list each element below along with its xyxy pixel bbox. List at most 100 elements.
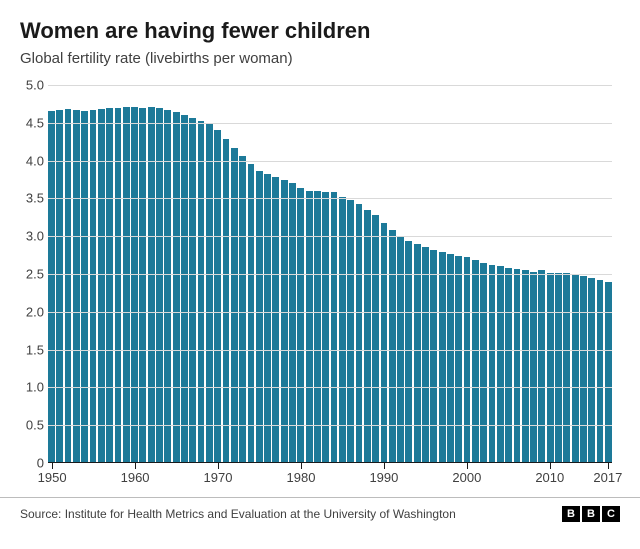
x-tick-mark — [135, 463, 136, 469]
bbc-logo-letter: C — [602, 506, 620, 522]
bar — [56, 110, 63, 463]
bar — [272, 177, 279, 463]
x-tick-label: 2000 — [452, 470, 481, 485]
source-text: Source: Institute for Health Metrics and… — [20, 507, 456, 521]
footer: Source: Institute for Health Metrics and… — [0, 497, 640, 536]
y-tick-label: 1.0 — [16, 380, 44, 395]
bar — [264, 174, 271, 463]
bar — [497, 266, 504, 463]
x-tick-label: 1990 — [369, 470, 398, 485]
x-tick-label: 1970 — [204, 470, 233, 485]
y-tick-label: 4.0 — [16, 153, 44, 168]
y-tick-label: 4.5 — [16, 115, 44, 130]
y-tick-label: 3.0 — [16, 229, 44, 244]
bar — [597, 280, 604, 463]
bar — [297, 188, 304, 463]
x-tick-label: 1950 — [38, 470, 67, 485]
bar — [181, 115, 188, 463]
bar — [381, 223, 388, 463]
bar — [322, 192, 329, 463]
x-tick-mark — [384, 463, 385, 469]
y-tick-label: 2.0 — [16, 304, 44, 319]
chart-title: Women are having fewer children — [20, 18, 620, 44]
bar — [173, 112, 180, 463]
bar — [314, 191, 321, 463]
x-tick-mark — [550, 463, 551, 469]
bar — [547, 273, 554, 464]
bar — [231, 148, 238, 463]
bar — [239, 156, 246, 463]
bar — [522, 270, 529, 463]
bar — [347, 200, 354, 463]
bar — [464, 257, 471, 463]
grid-line — [48, 312, 612, 313]
x-tick-label: 1960 — [121, 470, 150, 485]
grid-line — [48, 425, 612, 426]
x-tick-mark — [608, 463, 609, 469]
bar — [65, 109, 72, 463]
plot-area: 00.51.01.52.02.53.03.54.04.55.0 19501960… — [48, 85, 612, 485]
bar — [331, 192, 338, 463]
bar — [223, 139, 230, 463]
bar — [214, 130, 221, 463]
grid-line — [48, 274, 612, 275]
bar — [439, 252, 446, 463]
grid-line — [48, 123, 612, 124]
bar — [156, 108, 163, 463]
x-tick-label: 2010 — [535, 470, 564, 485]
bar — [256, 171, 263, 463]
grid-line — [48, 387, 612, 388]
bar — [189, 118, 196, 463]
x-tick-label: 2017 — [593, 470, 622, 485]
bar — [306, 191, 313, 463]
bar — [289, 183, 296, 463]
bar — [48, 111, 55, 463]
bbc-logo: B B C — [562, 506, 620, 522]
bar — [514, 269, 521, 463]
bar — [472, 260, 479, 463]
bar — [206, 124, 213, 463]
bar — [538, 270, 545, 463]
grid-line — [48, 161, 612, 162]
bar — [81, 111, 88, 463]
bar — [414, 244, 421, 463]
bar — [430, 250, 437, 463]
y-tick-label: 3.5 — [16, 191, 44, 206]
bar — [389, 230, 396, 463]
x-ticks: 19501960197019801990200020102017 — [48, 463, 612, 485]
x-tick-mark — [218, 463, 219, 469]
grid-line — [48, 350, 612, 351]
bar — [489, 265, 496, 463]
bar — [106, 108, 113, 463]
bar — [580, 276, 587, 463]
x-tick-label: 1980 — [287, 470, 316, 485]
grid-line — [48, 85, 612, 86]
bar — [588, 278, 595, 463]
bar — [530, 272, 537, 463]
bar — [563, 273, 570, 463]
bar — [164, 110, 171, 463]
chart-container: Women are having fewer children Global f… — [0, 0, 640, 485]
bar — [455, 256, 462, 463]
x-tick-mark — [301, 463, 302, 469]
y-tick-label: 2.5 — [16, 267, 44, 282]
grid-line — [48, 198, 612, 199]
bbc-logo-letter: B — [582, 506, 600, 522]
y-tick-label: 0 — [16, 456, 44, 471]
chart-subtitle: Global fertility rate (livebirths per wo… — [20, 50, 620, 67]
bar — [73, 110, 80, 463]
y-tick-label: 5.0 — [16, 78, 44, 93]
x-tick-mark — [467, 463, 468, 469]
bar — [572, 274, 579, 463]
y-tick-label: 0.5 — [16, 418, 44, 433]
bar — [505, 268, 512, 463]
x-tick-mark — [52, 463, 53, 469]
bbc-logo-letter: B — [562, 506, 580, 522]
grid-line — [48, 236, 612, 237]
bar — [605, 282, 612, 463]
bar — [248, 164, 255, 463]
bar — [90, 110, 97, 463]
bar — [447, 254, 454, 463]
bar — [480, 263, 487, 463]
bar — [198, 121, 205, 463]
